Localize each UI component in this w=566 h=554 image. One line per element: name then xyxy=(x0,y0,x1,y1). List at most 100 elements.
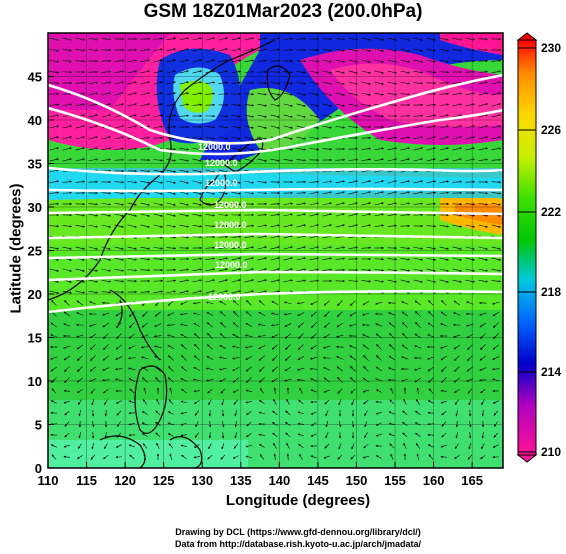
wind-arrow xyxy=(322,202,332,206)
wind-arrow xyxy=(335,59,346,63)
wind-arrow xyxy=(400,93,411,96)
wind-arrow xyxy=(297,312,305,316)
wind-arrow xyxy=(208,443,212,450)
wind-arrow xyxy=(361,180,371,184)
wind-arrow xyxy=(387,279,397,283)
wind-arrow xyxy=(166,59,176,63)
x-tick-label: 160 xyxy=(423,473,445,488)
wind-arrow xyxy=(166,224,176,228)
wind-arrow xyxy=(115,344,122,350)
wind-arrow xyxy=(348,213,358,217)
wind-arrow xyxy=(413,136,423,140)
contour-label: 12000.0 xyxy=(205,158,238,168)
wind-arrow xyxy=(348,103,359,107)
wind-arrow xyxy=(167,300,174,306)
colorbar: 230 226 222 218 214 210 xyxy=(516,32,561,463)
wind-arrow xyxy=(156,398,160,405)
wind-arrow xyxy=(309,136,320,140)
wind-arrow xyxy=(205,367,214,370)
wind-arrow xyxy=(400,191,410,195)
wind-arrow xyxy=(348,180,358,184)
wind-arrow xyxy=(363,366,369,372)
wind-arrow xyxy=(205,147,215,151)
wind-arrow xyxy=(205,81,216,85)
wind-arrow xyxy=(62,158,72,162)
wind-arrow xyxy=(388,322,395,328)
wind-arrow xyxy=(180,366,187,372)
wind-arrow xyxy=(77,366,83,372)
wind-arrow xyxy=(127,81,137,85)
colorbar-label: 226 xyxy=(541,123,561,137)
wind-arrow xyxy=(375,301,383,305)
wind-arrow xyxy=(64,432,70,438)
wind-arrow xyxy=(88,279,99,283)
wind-arrow xyxy=(192,202,202,206)
wind-arrow xyxy=(389,399,395,405)
wind-arrow xyxy=(363,399,369,405)
wind-arrow xyxy=(221,443,225,450)
wind-arrow xyxy=(219,378,227,382)
wind-arrow xyxy=(127,213,137,217)
wind-arrow xyxy=(322,49,333,52)
wind-arrow xyxy=(103,344,109,350)
wind-arrow xyxy=(361,59,371,63)
wind-arrow xyxy=(166,279,177,282)
wind-arrow xyxy=(140,103,150,107)
wind-arrow xyxy=(218,70,229,74)
wind-arrow xyxy=(361,213,371,217)
wind-arrow xyxy=(413,257,424,261)
wind-arrow xyxy=(284,333,291,339)
wind-arrow xyxy=(322,246,333,250)
wind-arrow xyxy=(231,357,240,360)
wind-arrow xyxy=(389,333,395,339)
wind-arrow xyxy=(63,444,70,448)
wind-arrow xyxy=(361,280,372,283)
wind-arrow xyxy=(220,322,226,328)
wind-arrow xyxy=(218,246,229,249)
wind-arrow xyxy=(90,344,96,350)
wind-arrow xyxy=(322,191,333,195)
wind-arrow xyxy=(153,81,163,85)
wind-arrow xyxy=(143,387,146,394)
wind-arrow xyxy=(155,377,161,383)
wind-arrow xyxy=(296,224,306,228)
wind-arrow xyxy=(296,37,307,41)
wind-arrow xyxy=(101,378,110,382)
wind-arrow xyxy=(88,136,98,140)
wind-arrow xyxy=(102,367,110,371)
wind-arrow xyxy=(116,410,122,416)
wind-arrow xyxy=(258,444,265,448)
wind-arrow xyxy=(426,71,437,74)
wind-arrow xyxy=(388,411,395,415)
wind-arrow xyxy=(49,290,59,294)
wind-arrow xyxy=(205,191,215,195)
wind-arrow xyxy=(101,158,112,161)
wind-arrow xyxy=(283,159,294,162)
wind-arrow xyxy=(285,344,291,350)
wind-arrow xyxy=(270,37,281,41)
wind-arrow xyxy=(259,366,265,372)
wind-arrow xyxy=(415,322,421,328)
credits: Drawing by DCL (https://www.gfd-dennou.o… xyxy=(0,526,566,550)
wind-arrow xyxy=(101,257,111,261)
wind-arrow xyxy=(49,202,60,206)
colorbar-scale xyxy=(517,39,537,456)
wind-arrow xyxy=(390,387,394,394)
wind-arrow xyxy=(284,323,292,327)
wind-arrow xyxy=(140,290,151,294)
wind-arrow xyxy=(244,136,254,140)
wind-arrow xyxy=(297,411,304,415)
wind-arrow xyxy=(349,311,357,317)
wind-arrow xyxy=(127,181,138,184)
wind-arrow xyxy=(258,400,265,404)
wind-arrow xyxy=(244,346,253,349)
wind-arrow xyxy=(166,48,176,52)
wind-arrow xyxy=(219,345,227,349)
wind-arrow xyxy=(402,333,408,339)
wind-arrow xyxy=(76,377,83,383)
wind-arrow xyxy=(374,37,384,41)
wind-arrow xyxy=(387,180,397,184)
wind-arrow xyxy=(310,433,317,437)
wind-arrow xyxy=(416,453,419,461)
wind-arrow xyxy=(335,191,345,195)
